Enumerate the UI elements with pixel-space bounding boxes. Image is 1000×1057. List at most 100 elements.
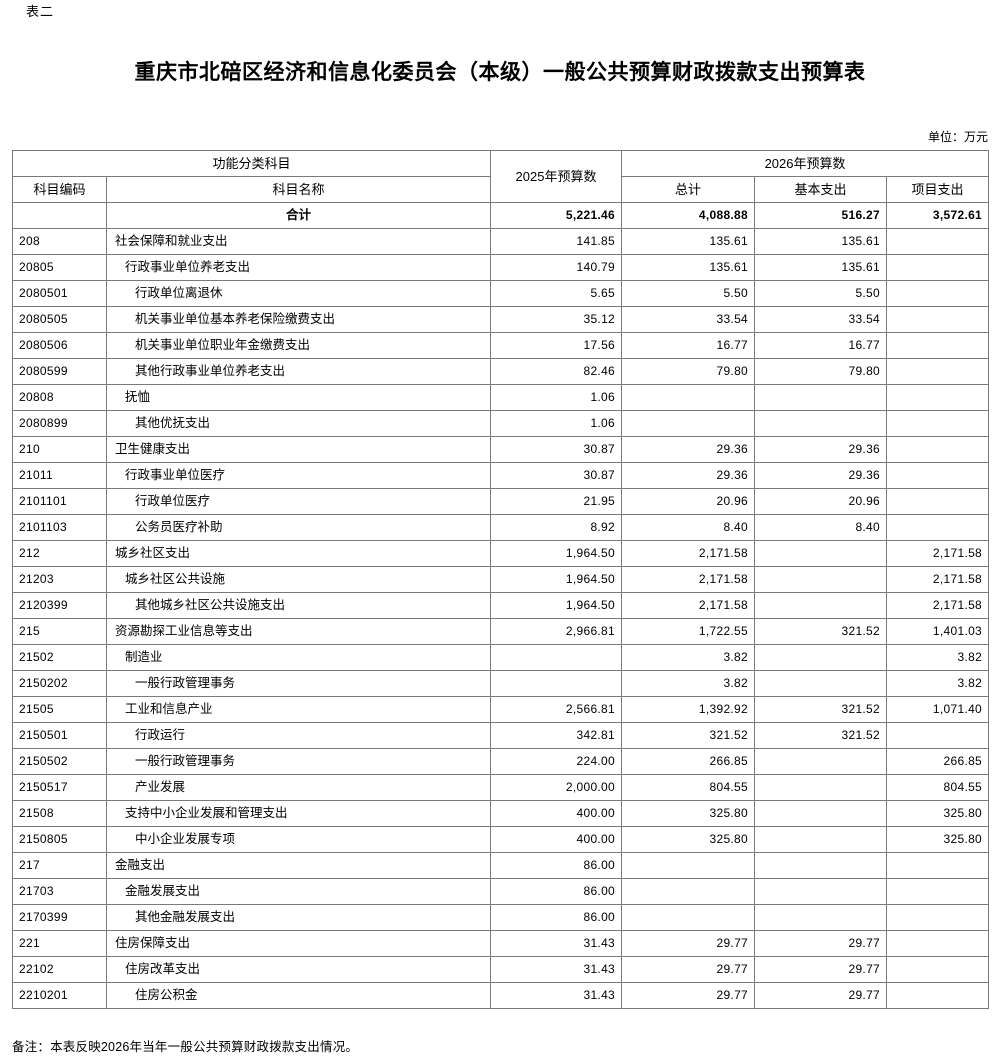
- cell-total: 33.54: [621, 306, 756, 333]
- cell-total: 8.40: [621, 514, 756, 541]
- cell-budget-2025: 86.00: [490, 878, 623, 905]
- table-row: 2101101 行政单位医疗 21.95 20.96 20.96: [12, 488, 990, 515]
- cell-basic-expenditure: [754, 384, 888, 411]
- cell-budget-2025: 17.56: [490, 332, 623, 359]
- cell-budget-2025: 224.00: [490, 748, 623, 775]
- cell-basic-expenditure: 29.77: [754, 982, 888, 1009]
- cell-budget-2025: 30.87: [490, 462, 623, 489]
- cell-budget-2025: 5.65: [490, 280, 623, 307]
- budget-table: 功能分类科目 2025年预算数 2026年预算数 科目编码 科目名称 总计 基本…: [11, 150, 990, 1009]
- cell-basic-expenditure: 16.77: [754, 332, 888, 359]
- cell-budget-2025: 141.85: [490, 228, 623, 255]
- table-row: 2080899 其他优抚支出 1.06: [12, 410, 990, 437]
- cell-project-expenditure: [886, 254, 990, 281]
- cell-project-expenditure: [886, 410, 990, 437]
- header-project-expenditure: 项目支出: [886, 176, 990, 203]
- cell-subject-name: 其他金融发展支出: [105, 904, 492, 931]
- cell-basic-expenditure: [754, 774, 888, 801]
- cell-project-expenditure: [886, 488, 990, 515]
- table-remark: 备注：本表反映2026年当年一般公共预算财政拨款支出情况。: [12, 1040, 359, 1054]
- cell-subject-code: 2150517: [12, 774, 107, 801]
- cell-project-expenditure: [886, 332, 990, 359]
- cell-project-expenditure: [886, 852, 990, 879]
- cell-basic-expenditure: 321.52: [754, 618, 888, 645]
- cell-subject-name: 一般行政管理事务: [105, 670, 492, 697]
- cell-subject-name: 卫生健康支出: [105, 436, 492, 463]
- cell-subject-name: 行政单位医疗: [105, 488, 492, 515]
- cell-budget-2025: 30.87: [490, 436, 623, 463]
- cell-basic-expenditure: [754, 540, 888, 567]
- cell-subject-code: 2150501: [12, 722, 107, 749]
- cell-basic-expenditure: [754, 592, 888, 619]
- table-row: 2170399 其他金融发展支出 86.00: [12, 904, 990, 931]
- cell-total: 29.36: [621, 436, 756, 463]
- table-header: 功能分类科目 2025年预算数 2026年预算数 科目编码 科目名称 总计 基本…: [11, 150, 990, 203]
- cell-budget-2025: 400.00: [490, 826, 623, 853]
- cell-subject-name: 住房保障支出: [105, 930, 492, 957]
- cell-project-expenditure: 3,572.61: [886, 202, 990, 229]
- header-subject-code: 科目编码: [12, 176, 107, 203]
- cell-project-expenditure: [886, 514, 990, 541]
- cell-total: 1,722.55: [621, 618, 756, 645]
- cell-basic-expenditure: 135.61: [754, 254, 888, 281]
- table-row: 21011 行政事业单位医疗 30.87 29.36 29.36: [12, 462, 990, 489]
- cell-subject-code: 2170399: [12, 904, 107, 931]
- cell-total: 2,171.58: [621, 566, 756, 593]
- cell-subject-name: 城乡社区支出: [105, 540, 492, 567]
- cell-project-expenditure: [886, 280, 990, 307]
- header-basic-expenditure: 基本支出: [754, 176, 888, 203]
- cell-total: 2,171.58: [621, 592, 756, 619]
- cell-budget-2025: 342.81: [490, 722, 623, 749]
- cell-total: [621, 904, 756, 931]
- cell-budget-2025: [490, 644, 623, 671]
- table-row: 21203 城乡社区公共设施 1,964.50 2,171.58 2,171.58: [12, 566, 990, 593]
- cell-subject-name: 其他城乡社区公共设施支出: [105, 592, 492, 619]
- cell-basic-expenditure: 5.50: [754, 280, 888, 307]
- cell-total: [621, 878, 756, 905]
- table-row: 2120399 其他城乡社区公共设施支出 1,964.50 2,171.58 2,171…: [12, 592, 990, 619]
- cell-subject-code: 21505: [12, 696, 107, 723]
- header-total: 总计: [621, 176, 756, 203]
- cell-subject-code: [12, 202, 107, 229]
- cell-subject-name: 中小企业发展专项: [105, 826, 492, 853]
- cell-total: 3.82: [621, 670, 756, 697]
- table-row: 212 城乡社区支出 1,964.50 2,171.58 2,171.58: [12, 540, 990, 567]
- cell-budget-2025: 21.95: [490, 488, 623, 515]
- cell-budget-2025: 86.00: [490, 904, 623, 931]
- table-row: 2150202 一般行政管理事务 3.82 3.82: [12, 670, 990, 697]
- cell-project-expenditure: 2,171.58: [886, 566, 990, 593]
- cell-project-expenditure: [886, 306, 990, 333]
- cell-total: 804.55: [621, 774, 756, 801]
- cell-total: 325.80: [621, 800, 756, 827]
- cell-total: 29.77: [621, 930, 756, 957]
- cell-subject-code: 2150502: [12, 748, 107, 775]
- cell-basic-expenditure: 33.54: [754, 306, 888, 333]
- cell-project-expenditure: 266.85: [886, 748, 990, 775]
- cell-subject-code: 2120399: [12, 592, 107, 619]
- cell-subject-code: 21203: [12, 566, 107, 593]
- cell-budget-2025: 1,964.50: [490, 566, 623, 593]
- cell-total: 1,392.92: [621, 696, 756, 723]
- table-row: 2150805 中小企业发展专项 400.00 325.80 325.80: [12, 826, 990, 853]
- cell-subject-code: 2080599: [12, 358, 107, 385]
- cell-project-expenditure: [886, 436, 990, 463]
- cell-subject-code: 210: [12, 436, 107, 463]
- header-budget-2025: 2025年预算数: [490, 150, 623, 203]
- cell-total: 29.77: [621, 982, 756, 1009]
- cell-subject-code: 22102: [12, 956, 107, 983]
- cell-subject-code: 2080501: [12, 280, 107, 307]
- cell-subject-code: 20805: [12, 254, 107, 281]
- cell-budget-2025: 86.00: [490, 852, 623, 879]
- cell-subject-name: 行政单位离退休: [105, 280, 492, 307]
- cell-basic-expenditure: 321.52: [754, 722, 888, 749]
- cell-total: 29.36: [621, 462, 756, 489]
- cell-project-expenditure: 1,401.03: [886, 618, 990, 645]
- cell-basic-expenditure: 29.77: [754, 956, 888, 983]
- cell-subject-code: 2080506: [12, 332, 107, 359]
- cell-subject-name: 住房改革支出: [105, 956, 492, 983]
- cell-total: 135.61: [621, 228, 756, 255]
- unit-note: 单位：万元: [927, 130, 988, 144]
- cell-subject-code: 2080505: [12, 306, 107, 333]
- cell-project-expenditure: [886, 878, 990, 905]
